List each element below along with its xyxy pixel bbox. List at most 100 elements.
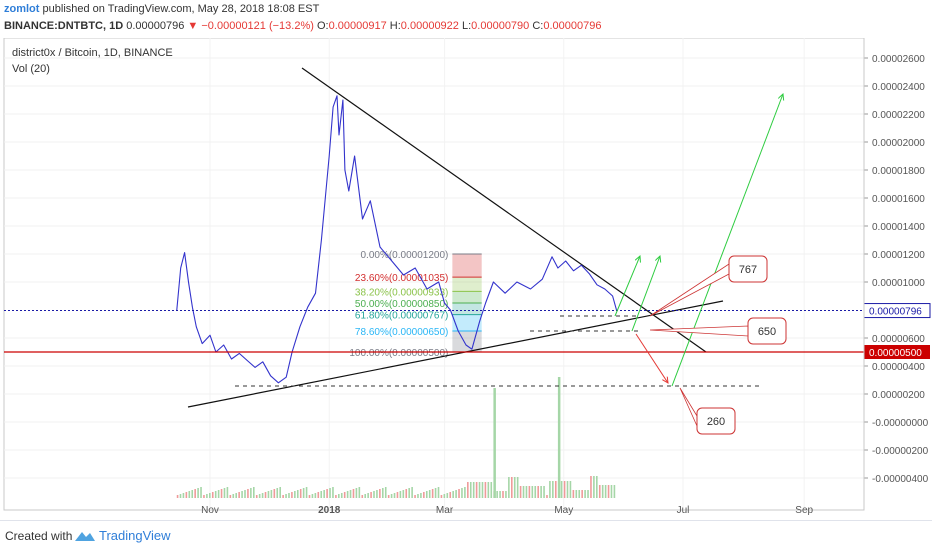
volume-bar — [590, 476, 592, 498]
y-tick-label: 0.00001400 — [872, 222, 925, 233]
volume-bar — [469, 482, 472, 498]
volume-bar — [511, 477, 513, 498]
fib-level-label: 61.80%(0.00000767) — [355, 311, 448, 322]
x-axis[interactable]: Nov 2018 Mar May Jul Sep — [201, 505, 813, 516]
projection-arrows[interactable] — [614, 94, 783, 387]
fib-zone — [452, 314, 482, 331]
y-tick-label: 0.00001000 — [872, 278, 925, 289]
volume-bar — [197, 488, 199, 498]
volume-bar — [572, 490, 575, 498]
volume-bar — [373, 491, 375, 498]
volume-bar — [601, 485, 604, 498]
volume-spike-bar — [557, 377, 561, 498]
volume-bar — [484, 482, 487, 498]
volume-bar — [423, 492, 425, 498]
volume-bar — [475, 482, 478, 498]
volume-bar — [182, 493, 185, 498]
y-axis[interactable]: 0.00002600 0.00002400 0.00002200 0.00002000… — [863, 38, 929, 510]
volume-bar — [505, 491, 507, 498]
callout-box — [728, 255, 768, 283]
y-tick-label: 0.00002000 — [872, 138, 925, 149]
volume-bar — [314, 493, 317, 498]
volume-bar — [513, 477, 516, 498]
volume-bar — [238, 492, 240, 498]
x-tick-label: May — [554, 505, 573, 516]
y-tick-label: -0.00000000 — [872, 418, 929, 429]
green-projection-arrow — [631, 256, 660, 332]
y-tick-label: -0.00000400 — [872, 474, 929, 485]
tradingview-logo-icon[interactable] — [74, 529, 96, 543]
volume-bar — [540, 486, 542, 498]
chart-title: district0x / Bitcoin, 1D, BINANCE — [12, 47, 173, 59]
fib-zone — [452, 303, 482, 315]
y-tick-label: 0.00001600 — [872, 194, 925, 205]
volume-bar — [217, 490, 220, 498]
footer-bar: Created with TradingView — [0, 520, 932, 551]
volume-bar — [176, 495, 179, 498]
volume-bar — [578, 490, 581, 498]
volume-bar — [261, 493, 264, 498]
volume-bar — [302, 488, 305, 498]
volume-bar — [267, 491, 270, 498]
volume-bar — [487, 482, 490, 498]
volume-bar — [291, 492, 293, 498]
volume-bars — [176, 377, 616, 498]
descending-trendline — [301, 67, 707, 353]
gridlines — [4, 38, 864, 510]
change-arrow-icon: ▼ — [187, 20, 199, 32]
x-tick-label: 2018 — [318, 505, 341, 516]
volume-bar — [241, 491, 243, 498]
volume-bar — [255, 495, 258, 498]
volume-bar — [440, 495, 443, 498]
fibonacci-retracement[interactable]: 0.00%(0.00001200) 23.60%(0.00001035) 38.20… — [349, 250, 482, 359]
volume-bar — [554, 481, 557, 498]
tradingview-brand-link[interactable]: TradingView — [99, 528, 171, 543]
volume-bar — [408, 488, 410, 498]
price-level-lines: 0.00000796 0.00000500 — [4, 303, 931, 359]
fib-level-label: 23.60%(0.00001035) — [355, 273, 448, 284]
y-tick-label: 0.00000400 — [872, 362, 925, 373]
volume-bar — [250, 488, 252, 498]
volume-bar — [223, 488, 226, 498]
callout-box — [696, 407, 736, 435]
volume-bar — [443, 494, 446, 498]
price-chart[interactable]: 0.00%(0.00001200) 23.60%(0.00001035) 38.20… — [0, 38, 932, 520]
volume-bar — [467, 482, 469, 498]
fib-level-label: 38.20%(0.00000933) — [355, 287, 448, 298]
ascending-trendline — [187, 300, 724, 408]
publisher-line: zomlot published on TradingView.com, May… — [4, 3, 319, 15]
close-label: C: — [532, 20, 544, 32]
volume-bar — [329, 488, 331, 498]
volume-bar — [537, 486, 539, 498]
trendlines[interactable] — [187, 67, 760, 408]
volume-bar — [361, 495, 364, 498]
volume-spike-bar — [493, 388, 496, 498]
close-value: 0.00000796 — [543, 20, 602, 32]
volume-bar — [458, 489, 460, 498]
volume-bar — [247, 489, 249, 498]
created-with-text: Created with — [5, 529, 73, 543]
volume-bar — [294, 491, 296, 498]
volume-bar — [349, 490, 352, 498]
volume-bar — [355, 488, 358, 498]
callout-labels[interactable]: 767 650 260 — [649, 255, 787, 435]
volume-bar — [285, 494, 287, 498]
volume-bar — [270, 490, 273, 498]
fib-zone — [452, 291, 482, 303]
volume-bar — [214, 491, 217, 498]
low-label: L: — [461, 20, 472, 32]
volume-bar — [379, 489, 381, 498]
volume-bar — [367, 493, 369, 498]
volume-bar — [516, 477, 519, 498]
author-name[interactable]: zomlot — [4, 3, 40, 15]
volume-bar — [387, 495, 390, 498]
volume-bar — [276, 488, 279, 498]
level-price-tag — [864, 345, 930, 359]
published-text: published on TradingView.com, May 28, 20… — [42, 3, 320, 15]
volume-bar — [598, 485, 601, 498]
volume-indicator-label: Vol (20) — [12, 63, 50, 75]
volume-bar — [317, 492, 320, 498]
high-value: 0.00000922 — [400, 20, 459, 32]
volume-bar — [258, 494, 261, 498]
callout-text: 767 — [739, 264, 757, 276]
